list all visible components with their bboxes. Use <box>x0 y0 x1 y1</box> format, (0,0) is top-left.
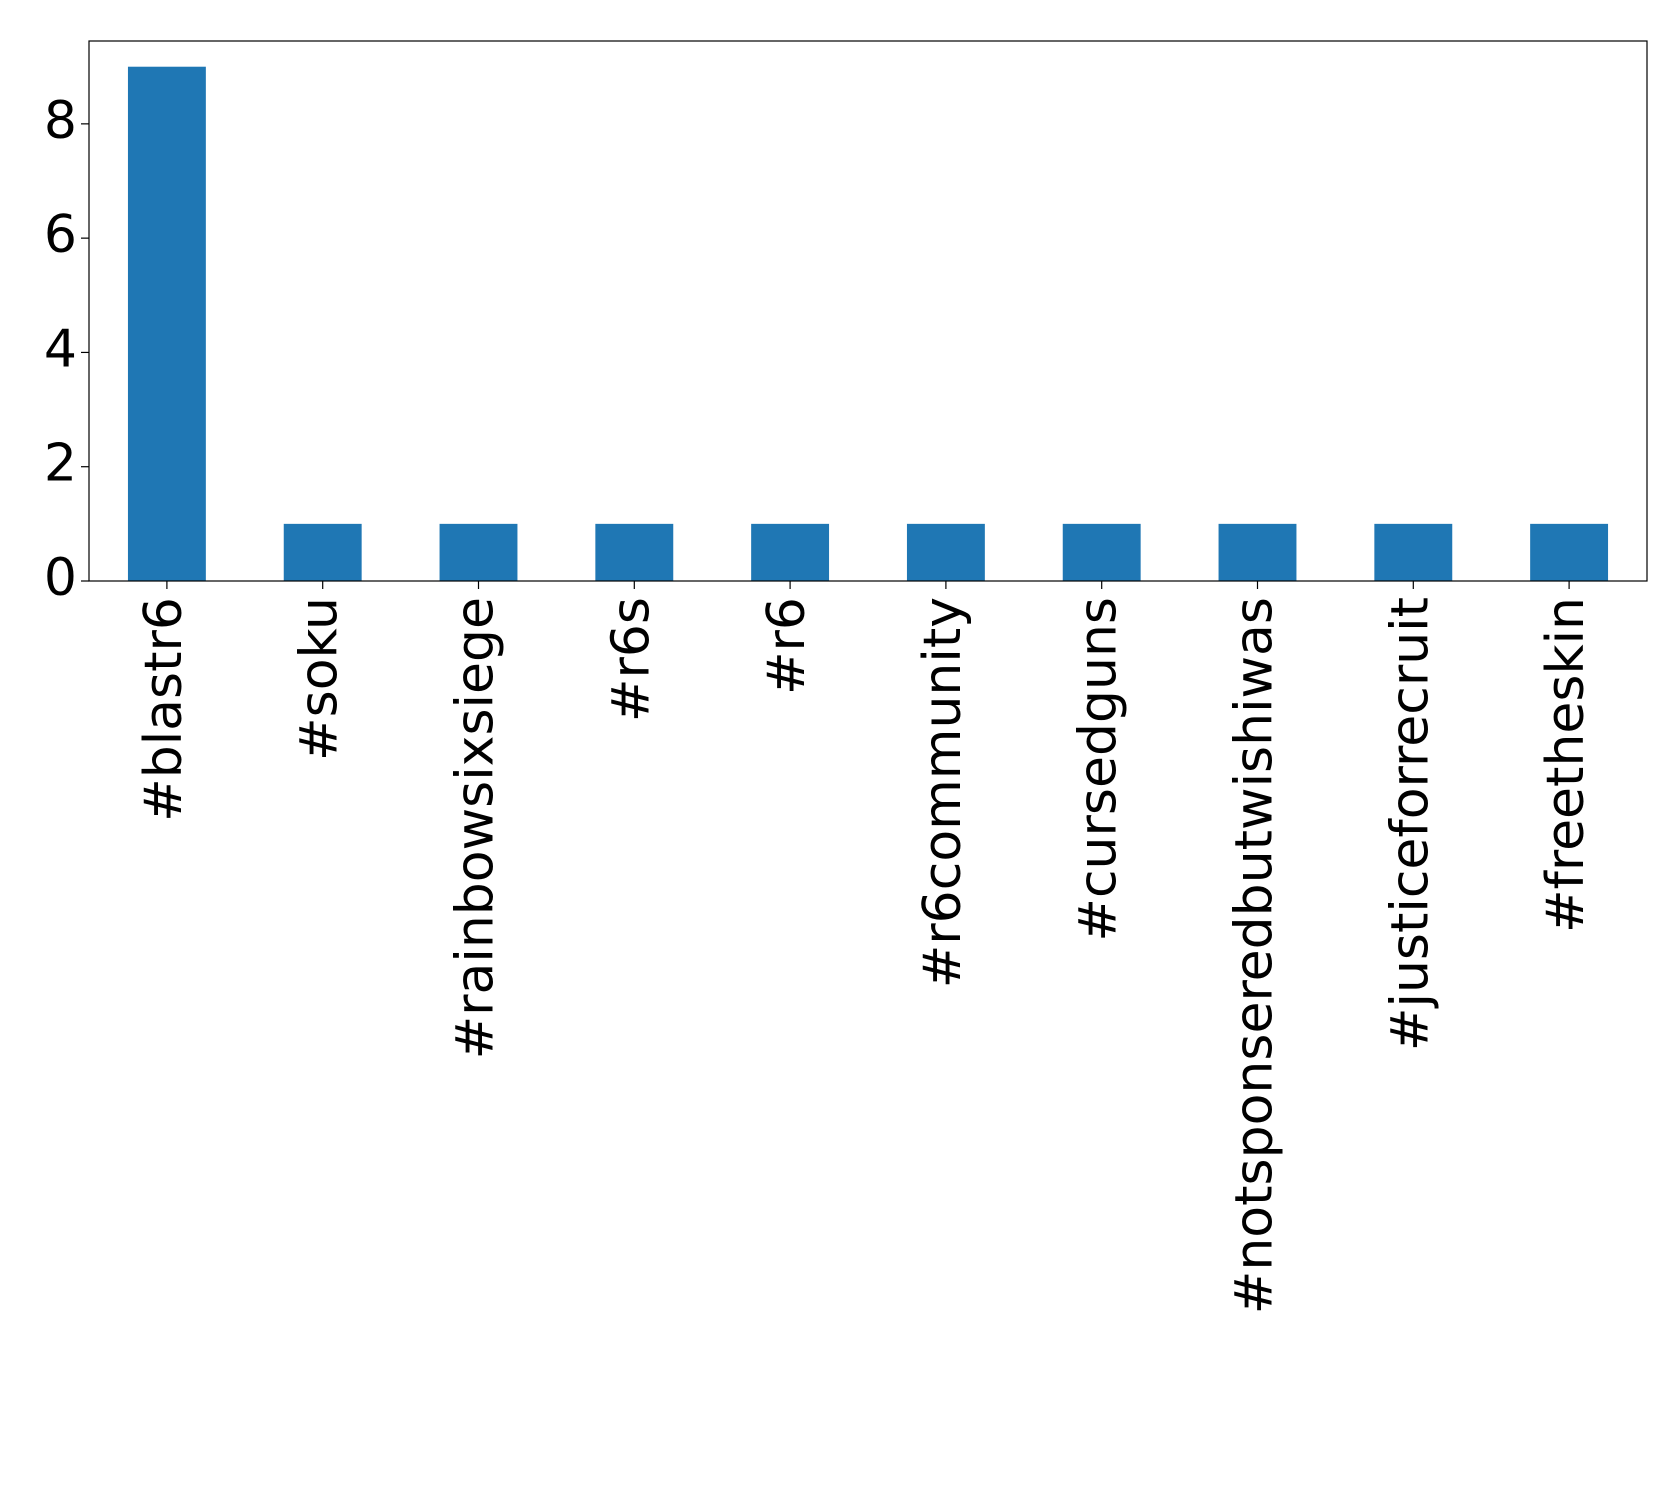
x-tick-label: #r6s <box>601 597 661 722</box>
y-tick-label: 4 <box>44 319 77 379</box>
bar <box>1218 523 1297 581</box>
x-tick-label: #r6 <box>757 597 817 695</box>
y-tick-label: 8 <box>44 91 77 151</box>
bar <box>906 523 985 581</box>
x-tick-label: #justiceforrecruit <box>1380 597 1440 1051</box>
bar <box>1062 523 1141 581</box>
x-tick-label: #soku <box>290 597 350 761</box>
bar <box>127 66 206 581</box>
x-tick-label: #cursedguns <box>1069 597 1129 942</box>
bar <box>1530 523 1609 581</box>
bar <box>283 523 362 581</box>
bar <box>439 523 518 581</box>
y-tick-label: 6 <box>44 205 77 265</box>
bar <box>595 523 674 581</box>
bar <box>751 523 830 581</box>
y-tick-label: 2 <box>44 434 77 494</box>
x-tick-label: #notsponseredbutwishiwas <box>1225 597 1285 1314</box>
plot-frame <box>88 40 1648 582</box>
x-tick-label: #blastr6 <box>134 597 194 822</box>
x-tick-label: #rainbowsixsiege <box>446 597 506 1059</box>
y-tick-label: 0 <box>44 548 77 608</box>
bar <box>1374 523 1453 581</box>
x-tick-label: #r6community <box>913 597 973 988</box>
x-tick-label: #freetheskin <box>1536 597 1596 933</box>
